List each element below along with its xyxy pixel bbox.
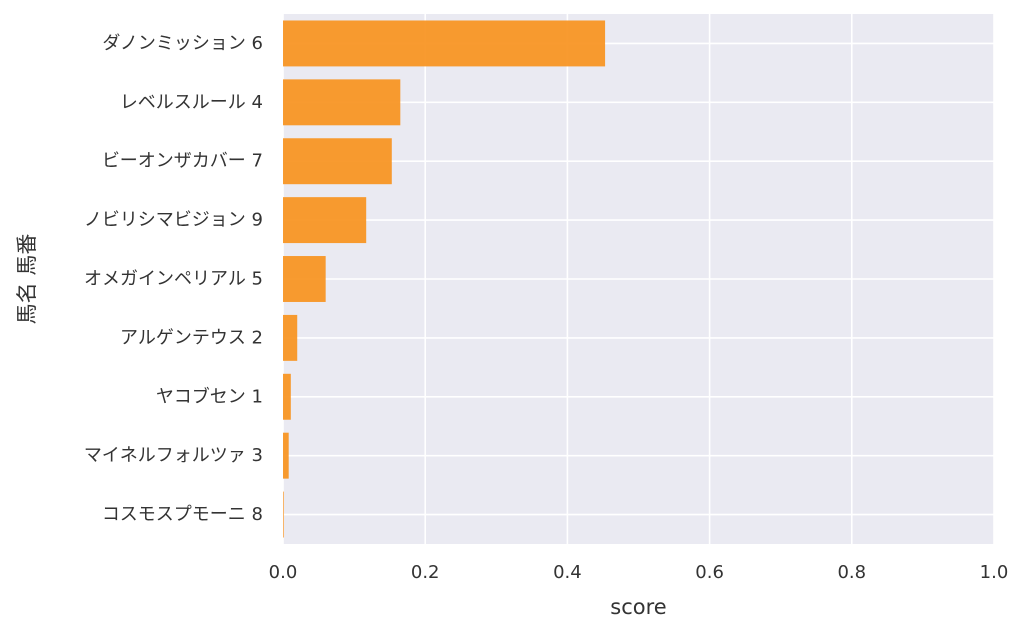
x-tick-label: 0.0 bbox=[269, 562, 298, 583]
x-tick-labels: 0.0 0.2 0.4 0.6 0.8 1.0 bbox=[269, 562, 1009, 583]
x-tick-label: 0.4 bbox=[553, 562, 582, 583]
x-axis-title: score bbox=[610, 595, 666, 619]
x-tick-label: 0.8 bbox=[837, 562, 866, 583]
y-axis-title: 馬名 馬番 bbox=[15, 234, 39, 325]
y-tick-label: コスモスプモーニ 8 bbox=[102, 504, 263, 525]
y-tick-label: アルゲンテウス 2 bbox=[120, 327, 263, 348]
y-tick-label: ビーオンザカバー 7 bbox=[102, 151, 263, 172]
x-tick-label: 0.6 bbox=[695, 562, 724, 583]
bar bbox=[283, 197, 367, 244]
x-tick-label: 0.2 bbox=[411, 562, 440, 583]
grid-lines bbox=[282, 14, 995, 544]
y-tick-label: ヤコブセン 1 bbox=[156, 385, 263, 407]
bar bbox=[283, 256, 326, 302]
bar bbox=[283, 491, 284, 538]
bar bbox=[283, 432, 289, 479]
bar bbox=[283, 373, 291, 420]
bar bbox=[283, 20, 606, 67]
y-tick-label: レベルスルール 4 bbox=[120, 92, 263, 113]
y-tick-label: マイネルフォルツァ 3 bbox=[84, 445, 263, 466]
y-tick-label: ノビリシマビジョン 9 bbox=[84, 210, 263, 231]
x-tick-label: 1.0 bbox=[980, 562, 1009, 583]
y-tick-labels: ダノンミッション 6 レベルスルール 4 ビーオンザカバー 7 ノビリシマビジョン 9… bbox=[84, 33, 263, 525]
bar bbox=[283, 79, 401, 126]
bar bbox=[283, 138, 392, 185]
y-tick-label: ダノンミッション 6 bbox=[102, 33, 263, 54]
bar bbox=[283, 314, 298, 361]
bars bbox=[283, 20, 606, 538]
y-tick-label: オメガインペリアル 5 bbox=[84, 269, 263, 290]
